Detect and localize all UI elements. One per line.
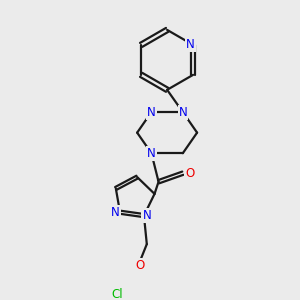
- Text: N: N: [147, 106, 156, 118]
- Text: N: N: [142, 209, 151, 222]
- Text: N: N: [186, 38, 195, 51]
- Text: Cl: Cl: [112, 288, 123, 300]
- Text: N: N: [111, 206, 120, 219]
- Text: O: O: [185, 167, 195, 180]
- Text: N: N: [147, 147, 156, 160]
- Text: O: O: [135, 259, 144, 272]
- Text: N: N: [178, 106, 187, 118]
